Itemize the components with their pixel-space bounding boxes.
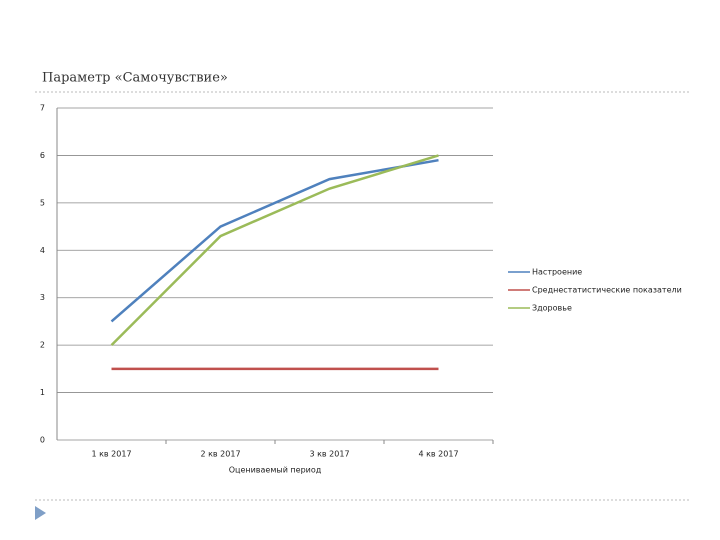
chart-title: Параметр «Самочувствие»	[42, 71, 228, 86]
y-tick-label: 2	[40, 341, 45, 350]
x-axis-title: Оцениваемый период	[229, 466, 322, 475]
y-tick-label: 0	[40, 436, 45, 445]
y-tick-label: 5	[40, 198, 45, 207]
x-tick-label: 4 кв 2017	[418, 450, 458, 459]
series-line	[110, 158, 439, 323]
y-tick-label: 4	[40, 246, 45, 255]
x-tick-label: 1 кв 2017	[91, 450, 131, 459]
y-tick-label: 3	[40, 293, 45, 302]
y-tick-label: 7	[40, 104, 45, 113]
y-tick-label: 1	[40, 388, 45, 397]
slide-marker	[35, 506, 46, 520]
legend-label: Среднестатистические показатели	[532, 286, 682, 295]
x-tick-label: 2 кв 2017	[200, 450, 240, 459]
legend-label: Здоровье	[532, 304, 572, 313]
series-line	[110, 154, 439, 347]
legend-label: Настроение	[532, 268, 582, 277]
y-tick-label: 6	[40, 151, 45, 160]
x-tick-label: 3 кв 2017	[309, 450, 349, 459]
